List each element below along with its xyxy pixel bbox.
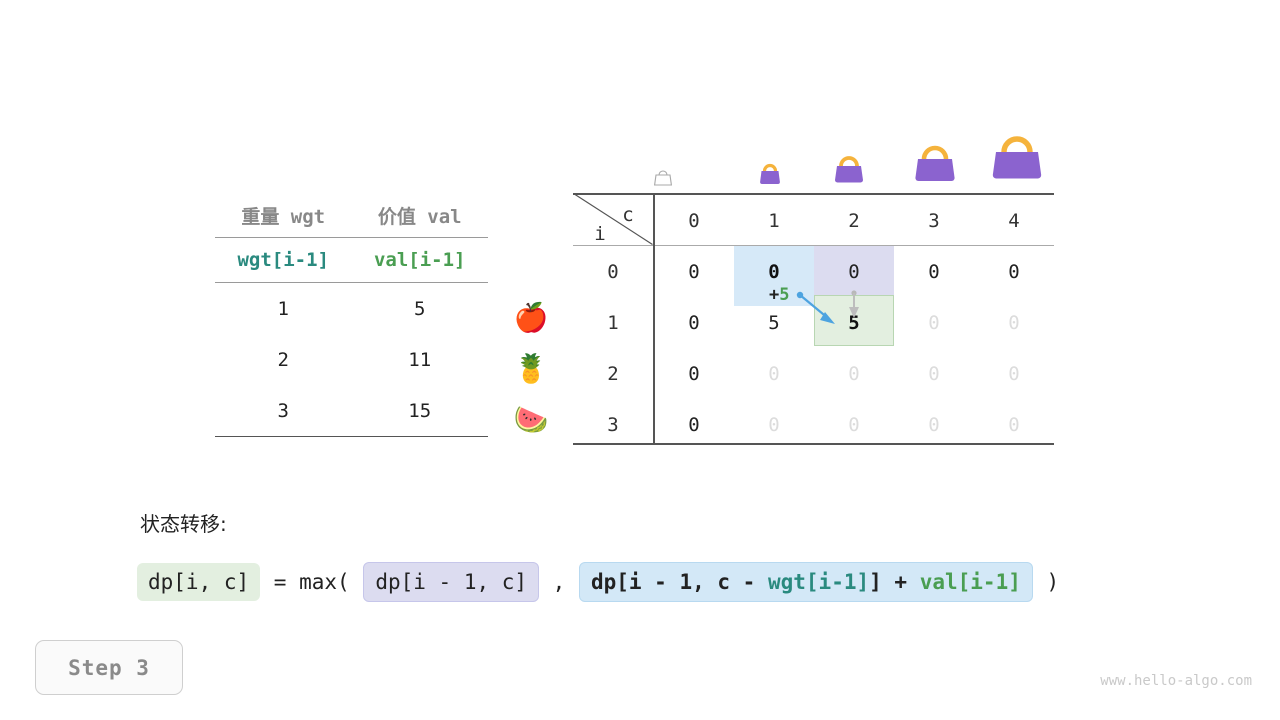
- table-row: 3 15: [215, 385, 488, 437]
- dp-cell-2-0: 0: [688, 363, 700, 385]
- gain-plus-sign: +: [769, 285, 780, 305]
- bag-size-0-icon: [653, 170, 673, 186]
- table-row: 2 11: [215, 334, 488, 385]
- formula-take-val: val[i-1]: [919, 570, 1021, 594]
- item-table-header-wgt: 重量 wgt: [215, 193, 352, 238]
- item-1-weight: 1: [277, 297, 289, 320]
- item-3-weight: 3: [215, 385, 352, 437]
- state-transition-label: 状态转移:: [140, 512, 227, 536]
- dp-col-header-3: 3: [928, 210, 940, 232]
- gain-annotation: +5: [769, 285, 790, 305]
- dp-state-table: c i 0 1 2 3 4 0 1 2 3 0 0 0 0 0 0 5 5 0 …: [573, 192, 1054, 445]
- bag-size-3-icon: [915, 145, 955, 181]
- formula-comma: ,: [540, 570, 578, 594]
- watermelon-emoji: 🍉: [513, 403, 549, 436]
- formula-max-open: max(: [299, 570, 363, 594]
- formula-option-skip: dp[i - 1, c]: [363, 562, 540, 602]
- item-2-weight: 2: [277, 348, 289, 371]
- item-1-value: 5: [414, 297, 426, 320]
- formula-close-paren: ): [1033, 570, 1060, 594]
- dp-cell-2-4: 0: [1008, 363, 1020, 385]
- transition-arrows: [796, 290, 859, 324]
- dp-cell-3-2: 0: [848, 414, 860, 436]
- item-2-value: 11: [408, 348, 432, 371]
- dp-cell-0-3: 0: [928, 261, 940, 283]
- item-table-header-val: 价值 val: [351, 193, 488, 238]
- dp-cell-2-3: 0: [928, 363, 940, 385]
- dp-top-border: [573, 193, 1054, 195]
- dp-cell-1-3: 0: [928, 312, 940, 334]
- formula-take-prefix: dp[i - 1, c -: [590, 570, 768, 594]
- footer-watermark: www.hello-algo.com: [1100, 673, 1252, 689]
- dp-cell-1-2: 5: [848, 312, 860, 334]
- formula-take-wgt: wgt[i-1]: [767, 570, 870, 594]
- item-table-var-val: val[i-1]: [351, 237, 488, 283]
- dp-row-header-1: 1: [607, 312, 619, 334]
- dp-cell-0-4: 0: [1008, 261, 1020, 283]
- dp-col-header-0: 0: [688, 210, 700, 232]
- dp-index-divider: [653, 193, 655, 445]
- table-row: 1 5: [215, 283, 488, 335]
- dp-col-header-2: 2: [848, 210, 860, 232]
- dp-row-header-0: 0: [607, 261, 619, 283]
- item-weight-value-table: 重量 wgt 价值 val wgt[i-1] val[i-1] 1 5 2 11…: [215, 193, 488, 437]
- dp-cell-1-4: 0: [1008, 312, 1020, 334]
- knapsack-capacity-icons: [573, 118, 1054, 190]
- dp-cell-1-0: 0: [688, 312, 700, 334]
- dp-cell-0-0: 0: [688, 261, 700, 283]
- step-indicator-label: Step 3: [68, 655, 150, 680]
- bag-size-4-icon: [992, 136, 1042, 179]
- dp-row-header-3: 3: [607, 414, 619, 436]
- dp-row-header-2: 2: [607, 363, 619, 385]
- fruit-icon-column: 🍎 🍍 🍉: [508, 292, 554, 445]
- item-table-variable-row: wgt[i-1] val[i-1]: [215, 237, 488, 283]
- item-table-header-row: 重量 wgt 价值 val: [215, 193, 488, 238]
- formula-option-take: dp[i - 1, c - wgt[i-1]] + val[i-1]: [578, 562, 1033, 602]
- pineapple-emoji: 🍍: [513, 352, 549, 385]
- dp-cell-0-1: 0: [768, 261, 780, 283]
- dp-cell-3-4: 0: [1008, 414, 1020, 436]
- bag-size-2-icon: [835, 156, 863, 183]
- formula-target: dp[i, c]: [137, 563, 261, 601]
- corner-diagonal-line: [573, 192, 653, 246]
- dp-corner-label-c: c: [622, 204, 634, 226]
- dp-cell-3-1: 0: [768, 414, 780, 436]
- dp-bottom-border: [573, 443, 1054, 445]
- step-indicator-button[interactable]: Step 3: [35, 640, 183, 695]
- apple-emoji: 🍎: [513, 301, 549, 334]
- item-3-value: 15: [351, 385, 488, 437]
- dp-corner-label-i: i: [594, 223, 606, 245]
- dp-col-header-1: 1: [768, 210, 780, 232]
- dp-cell-2-2: 0: [848, 363, 860, 385]
- item-table-var-wgt: wgt[i-1]: [215, 237, 352, 283]
- dp-cell-3-0: 0: [688, 414, 700, 436]
- formula-equals: =: [261, 570, 300, 594]
- formula-take-mid: ] +: [869, 570, 920, 594]
- dp-header-rule: [573, 245, 1054, 247]
- bag-size-1-icon: [760, 163, 780, 184]
- dp-cell-1-1: 5: [768, 312, 780, 334]
- state-transition-formula: dp[i, c] = max( dp[i - 1, c] , dp[i - 1,…: [136, 560, 1059, 604]
- dp-cell-2-1: 0: [768, 363, 780, 385]
- gain-value: 5: [779, 285, 790, 305]
- dp-col-header-4: 4: [1008, 210, 1020, 232]
- dp-cell-0-2: 0: [848, 261, 860, 283]
- dp-cell-3-3: 0: [928, 414, 940, 436]
